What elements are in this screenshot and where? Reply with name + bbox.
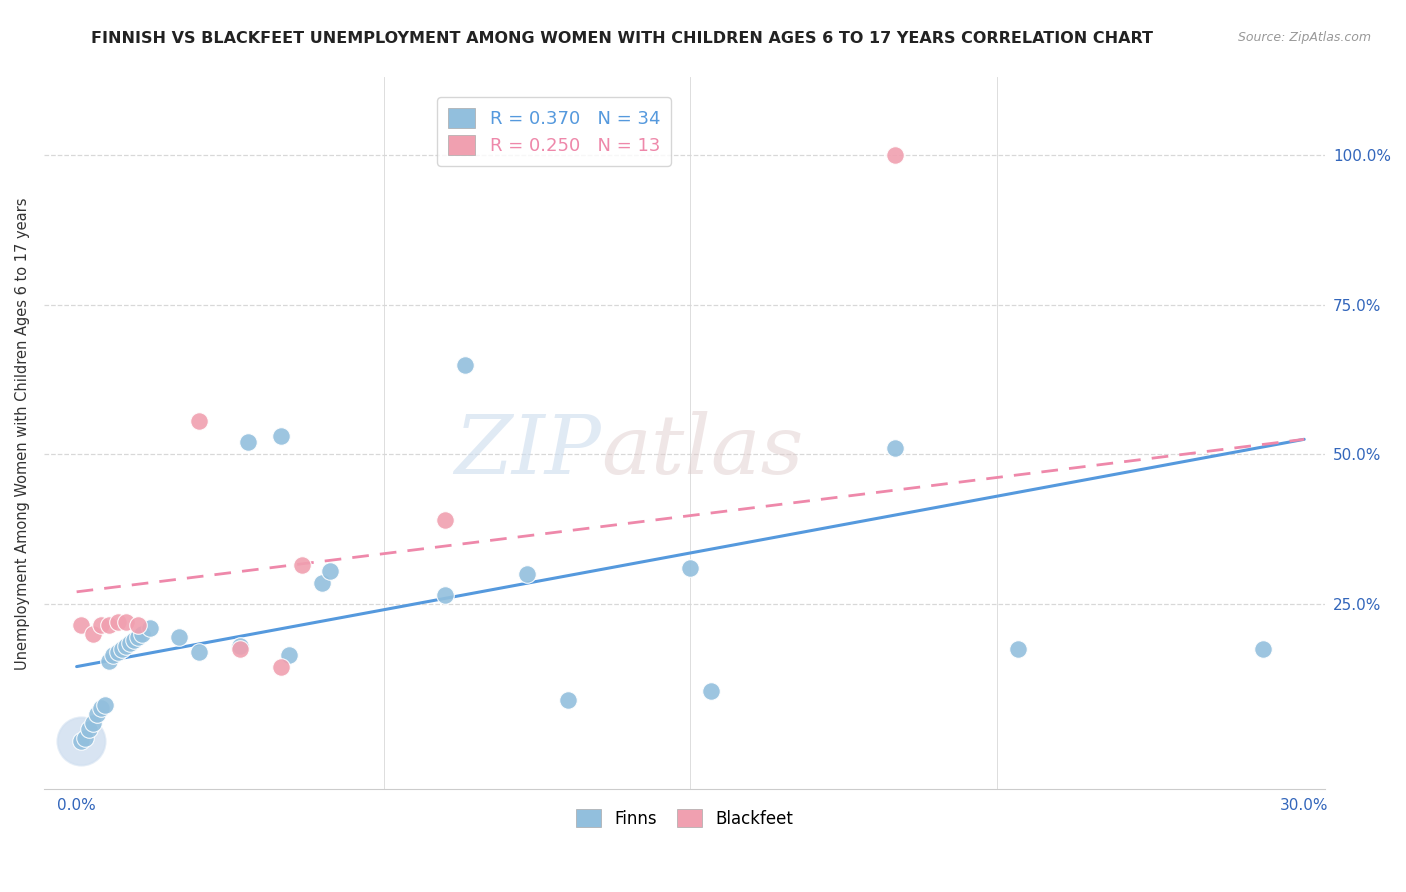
Text: atlas: atlas: [600, 411, 803, 491]
Point: [69, 734, 91, 748]
Point: [278, 648, 301, 662]
Point: [311, 575, 333, 590]
Point: [291, 558, 314, 572]
Point: [700, 683, 723, 698]
Point: [557, 692, 579, 706]
Text: ZIP: ZIP: [454, 411, 600, 491]
Point: [122, 632, 145, 647]
Point: [69, 734, 91, 748]
Point: [73, 731, 96, 746]
Point: [229, 641, 252, 656]
Point: [454, 358, 477, 372]
Point: [679, 561, 702, 575]
Point: [188, 414, 211, 428]
Point: [90, 701, 112, 715]
Point: [167, 630, 190, 644]
Point: [270, 429, 292, 443]
Point: [270, 659, 292, 673]
Point: [82, 626, 104, 640]
Text: FINNISH VS BLACKFEET UNEMPLOYMENT AMONG WOMEN WITH CHILDREN AGES 6 TO 17 YEARS C: FINNISH VS BLACKFEET UNEMPLOYMENT AMONG …: [91, 31, 1153, 46]
Point: [127, 617, 149, 632]
Point: [98, 617, 121, 632]
Point: [94, 698, 117, 713]
Point: [433, 588, 456, 602]
Point: [77, 723, 100, 737]
Point: [238, 435, 260, 450]
Point: [111, 641, 134, 656]
Point: [516, 566, 538, 581]
Point: [1007, 641, 1029, 656]
Point: [319, 564, 342, 578]
Point: [86, 707, 108, 722]
Text: Source: ZipAtlas.com: Source: ZipAtlas.com: [1237, 31, 1371, 45]
Point: [82, 716, 104, 731]
Point: [103, 648, 125, 662]
Point: [1251, 641, 1274, 656]
Point: [188, 645, 211, 659]
Point: [98, 654, 121, 668]
Point: [107, 615, 129, 629]
Point: [139, 621, 162, 635]
Point: [884, 148, 907, 162]
Legend: Finns, Blackfeet: Finns, Blackfeet: [569, 803, 800, 834]
Point: [114, 639, 136, 653]
Point: [69, 617, 91, 632]
Point: [114, 615, 136, 629]
Y-axis label: Unemployment Among Women with Children Ages 6 to 17 years: Unemployment Among Women with Children A…: [15, 197, 30, 670]
Point: [884, 442, 907, 456]
Point: [229, 639, 252, 653]
Point: [127, 630, 149, 644]
Point: [433, 513, 456, 527]
Point: [131, 626, 153, 640]
Point: [118, 635, 141, 649]
Point: [90, 617, 112, 632]
Point: [107, 645, 129, 659]
